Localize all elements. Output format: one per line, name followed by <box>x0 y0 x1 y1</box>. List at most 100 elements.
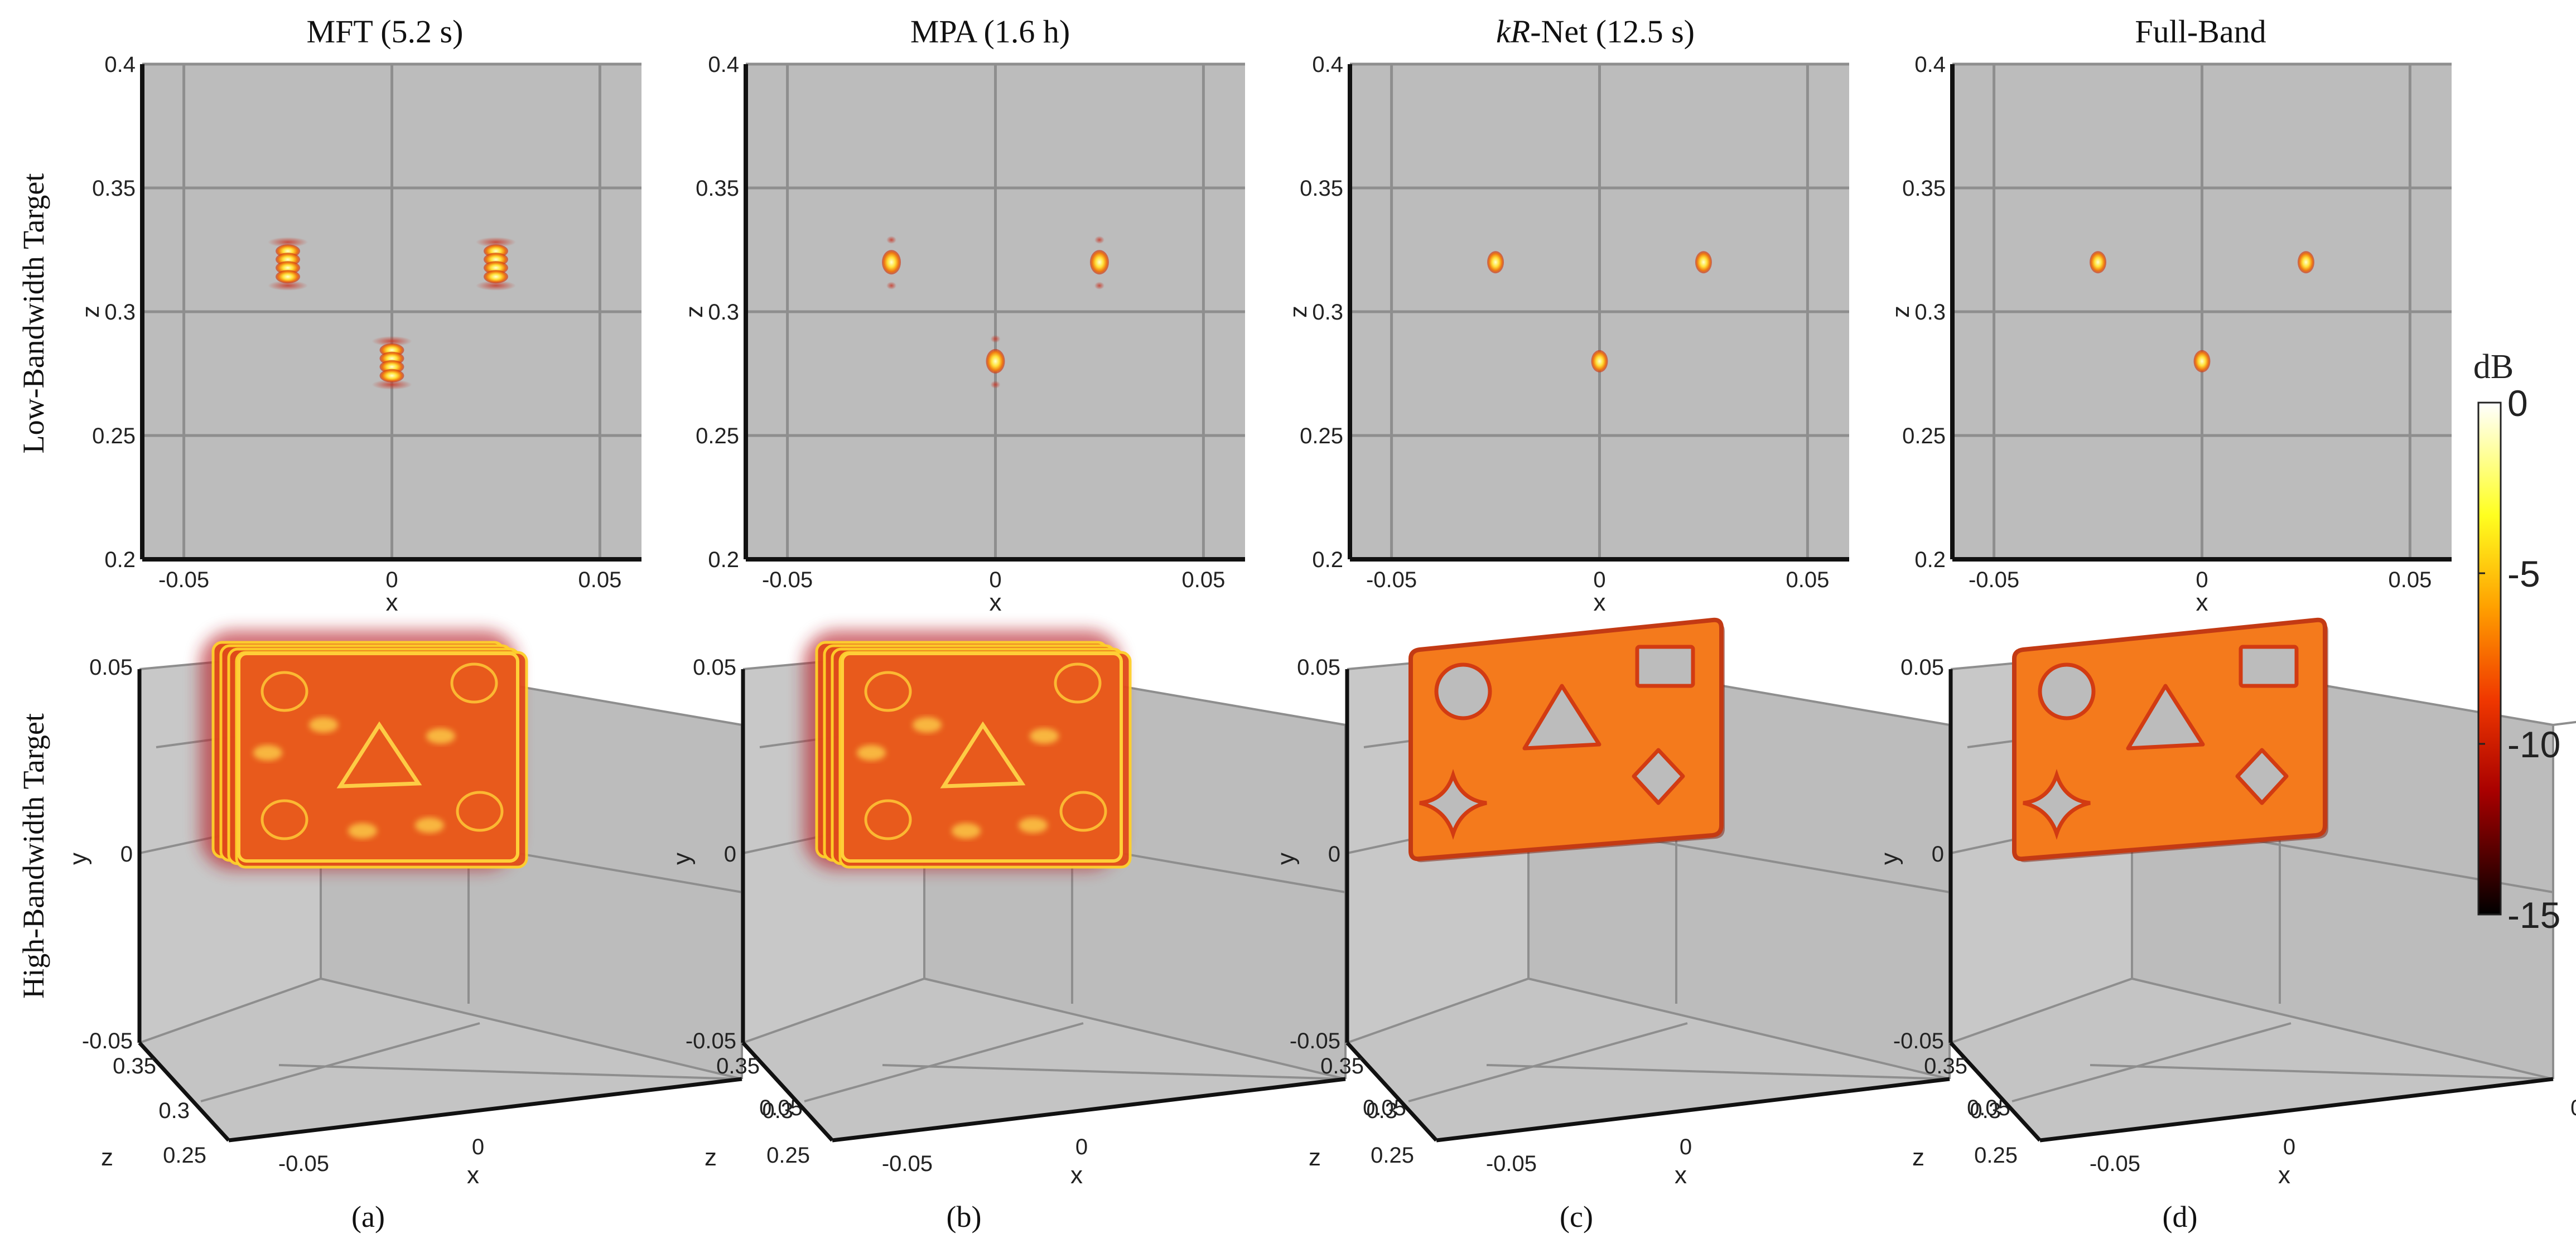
gridline-3d <box>2011 1022 2292 1102</box>
caption-a: (a) <box>351 1200 385 1233</box>
x-axis <box>228 1077 742 1143</box>
y-axis-label: y <box>1272 853 1300 865</box>
z-axis-label: z <box>705 1144 717 1171</box>
target-lobe <box>475 280 516 291</box>
z-tick-label: 0.3 <box>158 1099 190 1123</box>
x-tick-label: -0.05 <box>1366 568 1417 592</box>
x-axis-label: x <box>990 589 1002 616</box>
gridline-3d <box>924 978 1346 1080</box>
x-tick-label: -0.05 <box>1969 568 2019 592</box>
y-tick-label: 0 <box>1932 842 1944 867</box>
artifact-speckle <box>1019 817 1048 833</box>
hole-square <box>2239 645 2299 688</box>
ghost-feature <box>864 671 912 712</box>
floor <box>743 979 1345 1140</box>
target-point <box>882 250 901 275</box>
target-lobe <box>379 369 404 383</box>
row-label-low: Low-Bandwidth Target <box>17 173 50 454</box>
x-tick-label: 0.05 <box>1786 568 1829 592</box>
y-axis-label: y <box>1876 853 1903 865</box>
target-sidelobe <box>1094 236 1104 244</box>
panel-top-mft: -0.05 0 0.05 0.2 0.25 0.3 0.35 0.4 x z <box>77 52 641 616</box>
panel-bottom-full: 0.05 0 -0.05 y 0.350.3 0.25 z -0.05 0 0.05 x <box>1876 617 2576 1189</box>
ghost-feature <box>261 799 308 840</box>
ghost-feature <box>450 662 498 704</box>
panels: -0.05 0 0.050.20.250.30.350.4xz-0.05 0 0.050… <box>65 52 2576 1189</box>
target-sidelobe <box>990 380 1001 389</box>
target-point <box>1487 251 1504 274</box>
target-point <box>1089 250 1109 275</box>
y-tick-label: -0.05 <box>1893 1029 1944 1053</box>
z-tick-label: 0.35 <box>716 1054 760 1078</box>
hole-diamond <box>1632 748 1685 805</box>
target-point <box>1591 350 1608 372</box>
y-axis-label: z <box>77 306 104 318</box>
y-tick-label: 0 <box>120 842 133 867</box>
x-tick-label: -0.05 <box>762 568 813 592</box>
y-tick-label: 0.4 <box>1312 52 1343 77</box>
gridline-3d <box>278 1064 742 1080</box>
x-tick-label: 0 <box>1680 1135 1692 1159</box>
z-tick-label: 0.25 <box>766 1143 810 1168</box>
x-tick-label: 0.05 <box>2570 1096 2576 1120</box>
x-tick-label: -0.05 <box>1486 1151 1537 1176</box>
x-tick-label: 0.05 <box>1181 568 1225 592</box>
gridline-3d <box>1486 1064 1950 1080</box>
y-tick-label: 0.4 <box>708 52 739 77</box>
z-tick-label: 0.35 <box>113 1054 156 1078</box>
target-point <box>1695 251 1712 274</box>
x-tick-label: 0 <box>2283 1135 2295 1159</box>
x-tick-label: 0.05 <box>2388 568 2432 592</box>
target-point <box>986 349 1005 374</box>
colorbar-tick-label: -15 <box>2507 894 2560 936</box>
x-tick-label: -0.05 <box>2090 1151 2140 1176</box>
x-tick-label: 0 <box>385 568 398 592</box>
artifact-speckle <box>309 717 338 733</box>
hole-star <box>2023 768 2091 840</box>
z-tick-label: 0.35 <box>1320 1054 1364 1078</box>
y-tick-label: 0.4 <box>1914 52 1946 77</box>
y-tick-label: 0.3 <box>1312 300 1343 325</box>
x-tick-label: 0 <box>2196 568 2208 592</box>
ghost-feature <box>864 799 912 840</box>
hole-triangle <box>1522 684 1601 751</box>
gridline-3d <box>1347 978 1529 1044</box>
gridline-3d <box>742 978 925 1044</box>
gridline-3d <box>139 978 321 1044</box>
target-point <box>2090 251 2107 274</box>
gridline-3d <box>804 1022 1084 1102</box>
x-axis-label: x <box>1675 1162 1687 1189</box>
target-sidelobe <box>990 335 1001 343</box>
column-title-c: kR-Net (12.5 s) <box>1496 13 1695 50</box>
y-tick-label: 0.2 <box>708 548 739 572</box>
colorbar-tick-label: 0 <box>2507 383 2528 424</box>
gridline-3d <box>2090 1064 2554 1080</box>
colorbar-ticks: 0 -5 -10 -15 <box>2478 383 2560 936</box>
z-axis <box>1949 1041 2042 1142</box>
y-tick-label: 0.2 <box>1914 548 1946 572</box>
y-axis-label: y <box>668 853 696 865</box>
target-lobe <box>483 270 508 284</box>
colorbar-tick-label: -5 <box>2507 553 2540 594</box>
artifact-speckle <box>1030 728 1059 744</box>
y-tick-label: 0.05 <box>89 655 133 680</box>
x-axis-label: x <box>1594 589 1606 616</box>
artifact-speckle <box>253 745 282 761</box>
gridline-3d <box>882 1064 1346 1080</box>
hole-square <box>1635 645 1695 688</box>
hole-circle <box>2038 662 2096 720</box>
target-lobe <box>276 270 301 284</box>
x-tick-label: -0.05 <box>278 1151 329 1176</box>
z-axis <box>1345 1041 1438 1142</box>
z-tick-label: 0.25 <box>1974 1143 2018 1168</box>
y-tick-label: 0.35 <box>696 176 739 201</box>
row-label-high: High-Bandwidth Target <box>17 713 50 999</box>
target-lobe <box>268 237 308 248</box>
artifact-speckle <box>913 717 942 733</box>
column-title-a: MFT (5.2 s) <box>307 13 464 50</box>
artifact-speckle <box>426 728 455 744</box>
gridline-3d <box>2553 720 2576 726</box>
column-title-d: Full-Band <box>2135 13 2266 50</box>
x-tick-label: 0 <box>1593 568 1605 592</box>
